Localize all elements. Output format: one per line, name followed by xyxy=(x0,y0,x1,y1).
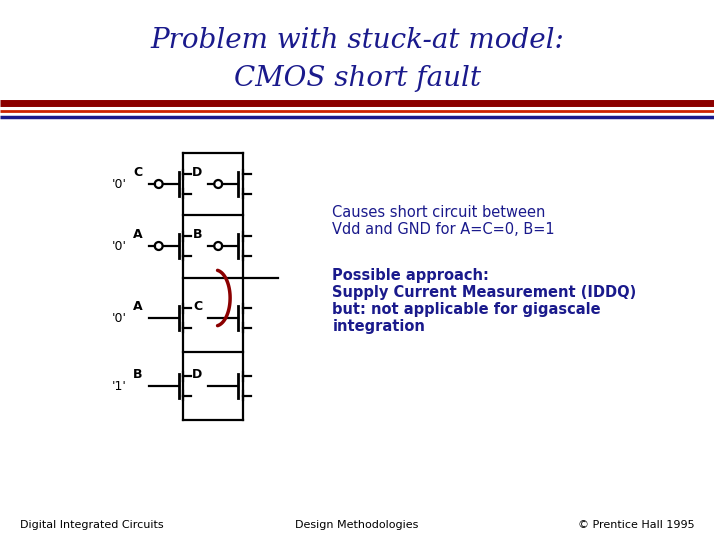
Text: Vdd and GND for A=C=0, B=1: Vdd and GND for A=C=0, B=1 xyxy=(332,222,555,237)
Text: C: C xyxy=(193,300,202,313)
Text: D: D xyxy=(192,166,202,179)
Text: B: B xyxy=(193,228,202,241)
Text: Design Methodologies: Design Methodologies xyxy=(295,520,419,530)
Text: B: B xyxy=(133,368,143,381)
Text: '0': '0' xyxy=(112,312,127,325)
Text: '0': '0' xyxy=(112,178,127,191)
Text: Problem with stuck-at model:: Problem with stuck-at model: xyxy=(150,26,564,53)
Text: A: A xyxy=(133,300,143,313)
Text: C: C xyxy=(134,166,143,179)
Text: but: not applicable for gigascale: but: not applicable for gigascale xyxy=(332,302,601,317)
Text: integration: integration xyxy=(332,319,425,334)
Text: CMOS short fault: CMOS short fault xyxy=(233,64,480,91)
Text: © Prentice Hall 1995: © Prentice Hall 1995 xyxy=(577,520,694,530)
Text: Digital Integrated Circuits: Digital Integrated Circuits xyxy=(20,520,163,530)
Text: A: A xyxy=(133,228,143,241)
Text: '0': '0' xyxy=(112,240,127,253)
Text: D: D xyxy=(192,368,202,381)
Text: Possible approach:: Possible approach: xyxy=(332,268,489,283)
Text: '1': '1' xyxy=(112,380,127,393)
Text: Causes short circuit between: Causes short circuit between xyxy=(332,205,546,220)
Text: Supply Current Measurement (IDDQ): Supply Current Measurement (IDDQ) xyxy=(332,285,636,300)
